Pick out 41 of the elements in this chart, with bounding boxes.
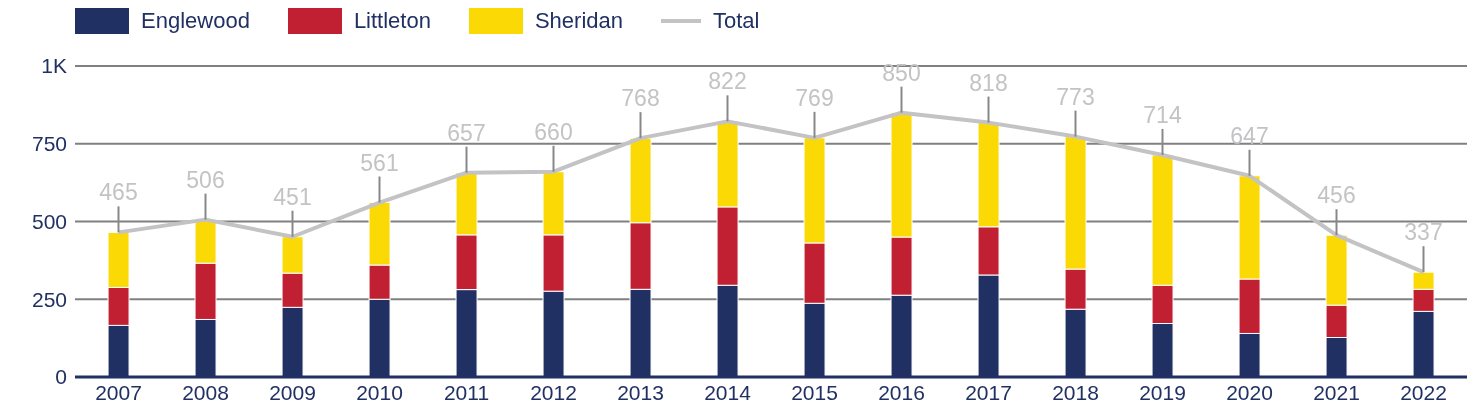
data-label: 822 bbox=[708, 68, 747, 95]
x-tick-label: 2007 bbox=[95, 380, 142, 404]
data-label: 561 bbox=[360, 149, 399, 176]
data-label: 660 bbox=[534, 118, 573, 145]
legend-label: Englewood bbox=[141, 8, 250, 34]
x-tick-label: 2022 bbox=[1400, 380, 1447, 404]
data-label: 506 bbox=[186, 166, 225, 193]
legend-label: Sheridan bbox=[534, 8, 624, 34]
data-label: 451 bbox=[273, 183, 312, 210]
data-label: 465 bbox=[99, 179, 138, 206]
x-tick-label: 2016 bbox=[878, 380, 925, 404]
legend-label: Total bbox=[713, 8, 760, 34]
data-label: 768 bbox=[621, 85, 660, 112]
legend-label: Littleton bbox=[353, 8, 431, 34]
data-label: 773 bbox=[1056, 83, 1095, 110]
y-tick-label: 250 bbox=[31, 287, 67, 311]
x-tick-label: 2018 bbox=[1052, 380, 1099, 404]
x-tick-label: 2009 bbox=[269, 380, 316, 404]
x-tick-label: 2014 bbox=[704, 380, 752, 404]
data-label: 456 bbox=[1317, 182, 1356, 209]
data-label: 337 bbox=[1404, 219, 1443, 246]
x-tick-label: 2008 bbox=[182, 380, 229, 404]
data-label: 657 bbox=[447, 119, 486, 146]
data-label: 714 bbox=[1143, 101, 1182, 128]
data-label: 647 bbox=[1230, 122, 1269, 149]
data-label: 769 bbox=[795, 84, 834, 111]
y-tick-label: 750 bbox=[31, 132, 67, 156]
y-tick-label: 500 bbox=[31, 209, 67, 233]
x-tick-label: 2011 bbox=[443, 380, 490, 404]
y-tick-label: 0 bbox=[55, 365, 67, 389]
y-tick-label: 1K bbox=[41, 54, 67, 78]
x-tick-label: 2013 bbox=[617, 380, 664, 404]
x-tick-label: 2012 bbox=[530, 380, 577, 404]
x-tick-label: 2019 bbox=[1139, 380, 1186, 404]
data-label: 818 bbox=[969, 69, 1008, 96]
data-label: 850 bbox=[882, 59, 921, 86]
x-tick-label: 2010 bbox=[356, 380, 403, 404]
x-tick-label: 2021 bbox=[1313, 380, 1360, 404]
x-tick-label: 2017 bbox=[965, 380, 1012, 404]
x-tick-label: 2020 bbox=[1226, 380, 1273, 404]
x-tick-label: 2015 bbox=[791, 380, 838, 404]
